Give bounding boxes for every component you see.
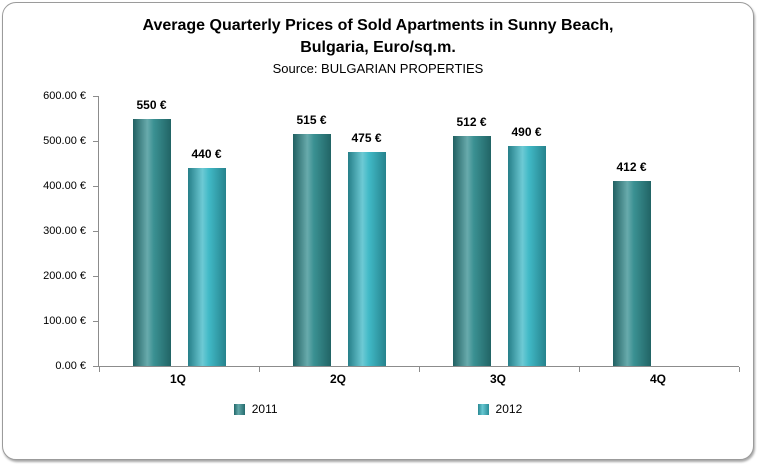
legend-swatch-2011 [233, 403, 245, 415]
bar-group-1q: 550 € 440 € [99, 96, 259, 366]
y-tick-mark [93, 366, 98, 367]
y-tick-mark [93, 231, 98, 232]
x-tick-label-3q: 3Q [489, 372, 506, 386]
y-tick-mark [93, 276, 98, 277]
bar-value-label: 550 € [136, 97, 167, 112]
y-tick-label: 500.00 € [43, 135, 86, 147]
x-tick-mark [419, 367, 420, 372]
bar-slot-2011-3q: 512 € [452, 96, 491, 366]
bar-group-3q: 512 € 490 € [419, 96, 579, 366]
y-tick-mark [93, 96, 98, 97]
y-tick-label: 100.00 € [43, 315, 86, 327]
chart-title-line1: Average Quarterly Prices of Sold Apartme… [142, 17, 614, 34]
bar-slot-2012-2q: 475 € [347, 96, 386, 366]
y-axis: 0.00 € 100.00 € 200.00 € 300.00 € 400.00 € 50… [3, 90, 98, 372]
y-tick-label: 600.00 € [43, 90, 86, 102]
chart-source: Source: BULGARIAN PROPERTIES [272, 61, 484, 76]
legend-item-2011: 2011 [233, 402, 278, 416]
bar-group-2q: 515 € 475 € [259, 96, 419, 366]
bar-2012-2q: 475 € [347, 131, 386, 366]
bar-value-label: 475 € [351, 131, 382, 146]
bar-value-label: 412 € [616, 159, 647, 174]
y-tick-label: 0.00 € [55, 360, 86, 372]
bar-slot-2011-1q: 550 € [132, 96, 171, 366]
bar-2011-4q: 412 € [612, 160, 651, 366]
legend-item-2012: 2012 [477, 402, 523, 416]
legend-swatch-2012 [477, 403, 489, 415]
bar-slot-2012-3q: 490 € [507, 96, 546, 366]
plot-area: 550 € 440 € 515 € 475 € 512 € 490 € 412 € [98, 96, 740, 372]
bar-slot-2012-4q [668, 96, 706, 366]
bar-group-4q: 412 € [579, 96, 739, 366]
chart-title: Average Quarterly Prices of Sold Apartme… [3, 15, 753, 59]
x-tick-label-4q: 4Q [649, 372, 666, 386]
x-tick-mark [259, 367, 260, 372]
x-tick-label-2q: 2Q [329, 372, 346, 386]
x-tick-mark [739, 367, 740, 372]
x-tick-mark [579, 367, 580, 372]
y-tick-label: 300.00 € [43, 225, 86, 237]
bar-2012-1q: 440 € [187, 147, 226, 366]
legend-label-2012: 2012 [495, 402, 523, 416]
bar-2012-3q: 490 € [507, 125, 546, 366]
bar-slot-2011-4q: 412 € [612, 96, 651, 366]
legend-label-2011: 2011 [251, 402, 278, 416]
bar-slot-2012-1q: 440 € [187, 96, 226, 366]
y-tick-mark [93, 321, 98, 322]
bar-value-label: 515 € [296, 113, 327, 128]
y-tick-mark [93, 141, 98, 142]
bar-2011-3q: 512 € [452, 115, 491, 366]
bar-2011-1q: 550 € [132, 98, 171, 366]
y-tick-label: 400.00 € [43, 180, 86, 192]
bar-value-label: 490 € [511, 124, 542, 139]
bar-value-label: 440 € [191, 147, 222, 161]
x-axis-labels: 1Q 2Q 3Q 4Q [98, 372, 738, 386]
bar-value-label: 512 € [456, 114, 487, 129]
legend: 2011 2012 [3, 402, 753, 416]
x-tick-label-1q: 1Q [169, 372, 186, 386]
chart-title-line2: Bulgaria, Euro/sq.m. [300, 39, 456, 56]
bar-2011-2q: 515 € [292, 113, 331, 366]
y-tick-mark [93, 186, 98, 187]
bar-slot-2011-2q: 515 € [292, 96, 331, 366]
y-tick-label: 200.00 € [43, 270, 86, 282]
x-tick-mark [99, 367, 100, 372]
